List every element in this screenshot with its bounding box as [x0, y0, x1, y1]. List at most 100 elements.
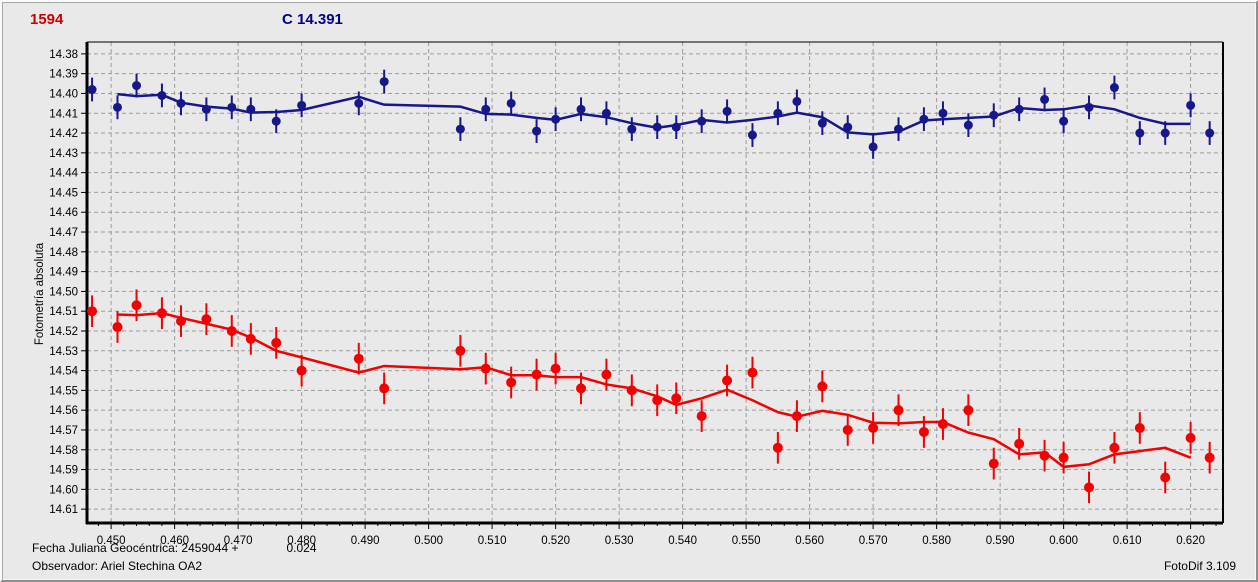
data-point — [1058, 452, 1069, 463]
data-point — [1109, 442, 1120, 453]
data-point — [772, 442, 783, 453]
svg-text:14.43: 14.43 — [49, 148, 78, 160]
data-point — [1059, 116, 1069, 126]
data-point — [112, 102, 122, 112]
data-point — [1014, 438, 1025, 449]
data-point — [842, 424, 853, 435]
svg-text:14.50: 14.50 — [49, 286, 78, 298]
jd-fraction: 0.024 — [286, 541, 317, 555]
svg-text:0.530: 0.530 — [605, 535, 634, 547]
svg-text:14.45: 14.45 — [49, 187, 78, 199]
svg-text:0.590: 0.590 — [986, 535, 1015, 547]
data-point — [817, 381, 828, 392]
data-point — [551, 114, 561, 124]
data-point — [176, 98, 186, 108]
svg-text:0.520: 0.520 — [541, 535, 570, 547]
data-point — [480, 363, 491, 374]
data-point — [132, 81, 142, 91]
data-point — [601, 369, 612, 380]
svg-text:14.55: 14.55 — [49, 385, 78, 397]
svg-text:0.600: 0.600 — [1049, 535, 1078, 547]
data-point — [601, 108, 611, 118]
data-point — [353, 353, 364, 364]
data-point — [1205, 128, 1215, 138]
data-point — [245, 333, 256, 344]
data-point — [532, 126, 542, 136]
data-point — [1040, 94, 1050, 104]
series-asteroid-1594 — [87, 289, 1215, 504]
data-point — [671, 122, 681, 132]
svg-text:14.60: 14.60 — [49, 484, 78, 496]
svg-text:0.550: 0.550 — [732, 535, 761, 547]
data-point — [791, 411, 802, 422]
svg-text:14.44: 14.44 — [49, 168, 78, 180]
data-point — [843, 122, 853, 132]
svg-text:14.54: 14.54 — [49, 366, 78, 378]
data-point — [455, 345, 466, 356]
data-point — [576, 104, 586, 114]
data-point — [506, 377, 517, 388]
julian-date-label: Fecha Juliana Geocéntrica: 2459044 +0.02… — [32, 541, 317, 555]
svg-text:0.610: 0.610 — [1113, 535, 1142, 547]
data-point — [868, 422, 879, 433]
data-point — [87, 306, 98, 317]
svg-text:14.53: 14.53 — [49, 346, 78, 358]
svg-text:0.560: 0.560 — [795, 535, 824, 547]
svg-text:14.58: 14.58 — [49, 445, 78, 457]
svg-text:14.48: 14.48 — [49, 247, 78, 259]
svg-text:14.41: 14.41 — [49, 108, 78, 120]
data-point — [1014, 104, 1024, 114]
data-point — [918, 426, 929, 437]
data-point — [989, 110, 999, 120]
data-point — [627, 124, 637, 134]
data-point — [697, 116, 707, 126]
data-point — [1039, 450, 1050, 461]
svg-text:14.47: 14.47 — [49, 227, 78, 239]
data-point — [626, 385, 637, 396]
data-point — [455, 124, 465, 134]
svg-text:0.510: 0.510 — [478, 535, 507, 547]
data-point — [773, 108, 783, 118]
data-point — [1160, 128, 1170, 138]
svg-text:0.450: 0.450 — [97, 535, 126, 547]
data-point — [354, 98, 364, 108]
data-point — [1186, 100, 1196, 110]
data-point — [1160, 472, 1171, 483]
data-point — [157, 90, 167, 100]
data-point — [817, 118, 827, 128]
data-point — [379, 77, 389, 87]
data-point — [531, 369, 542, 380]
svg-text:14.39: 14.39 — [49, 69, 78, 81]
grid-layer — [87, 42, 1223, 523]
data-point — [506, 98, 516, 108]
data-point — [481, 104, 491, 114]
data-point — [271, 116, 281, 126]
data-point — [696, 411, 707, 422]
svg-text:14.56: 14.56 — [49, 405, 78, 417]
svg-text:14.40: 14.40 — [49, 88, 78, 100]
svg-text:14.38: 14.38 — [49, 49, 78, 61]
data-point — [792, 96, 802, 106]
object-number-label: 1594 — [30, 11, 64, 28]
data-point — [1135, 128, 1145, 138]
data-point — [919, 114, 929, 124]
svg-text:0.470: 0.470 — [224, 535, 253, 547]
data-point — [271, 337, 282, 348]
data-point — [576, 383, 587, 394]
data-point — [893, 405, 904, 416]
data-point — [131, 300, 142, 311]
svg-text:0.580: 0.580 — [922, 535, 951, 547]
svg-text:14.46: 14.46 — [49, 207, 78, 219]
data-point — [1084, 482, 1095, 493]
data-point — [156, 308, 167, 319]
axis-layer — [81, 41, 1224, 529]
svg-text:14.57: 14.57 — [49, 425, 78, 437]
data-point — [379, 383, 390, 394]
data-point — [175, 316, 186, 327]
data-point — [87, 85, 97, 95]
data-point — [652, 122, 662, 132]
observer-label: Observador: Ariel Stechina OA2 — [32, 559, 203, 573]
data-point — [1204, 452, 1215, 463]
svg-text:0.570: 0.570 — [859, 535, 888, 547]
